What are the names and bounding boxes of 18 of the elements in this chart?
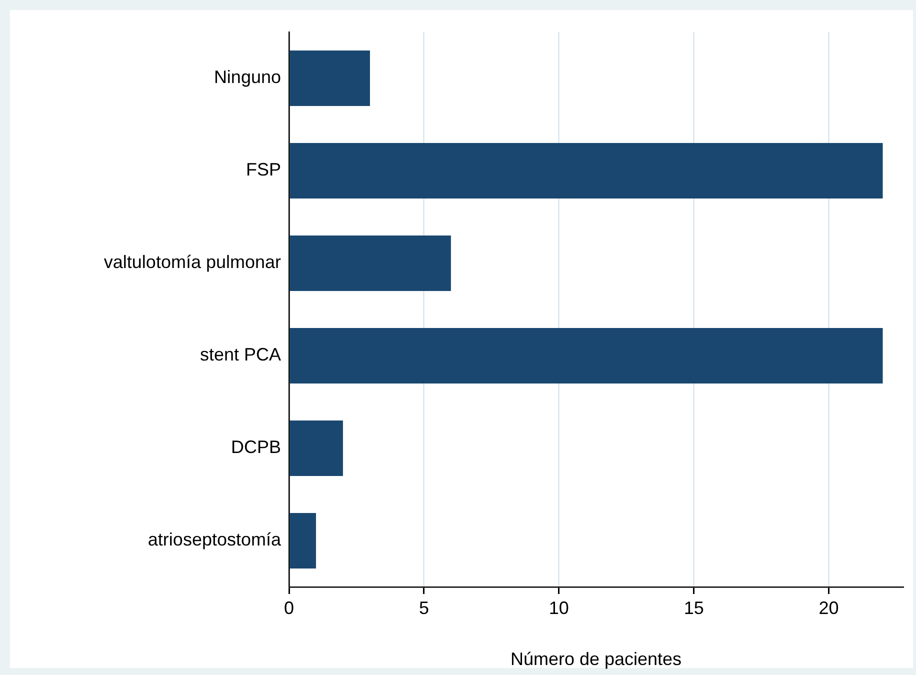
y-tick-label: valtulotomía pulmonar bbox=[104, 252, 282, 272]
bar bbox=[290, 513, 316, 568]
x-axis-title: Número de pacientes bbox=[510, 649, 682, 670]
x-tick-label: 15 bbox=[684, 598, 704, 618]
y-tick-label: atrioseptostomía bbox=[148, 530, 282, 550]
bar bbox=[290, 328, 883, 384]
x-tick-label: 20 bbox=[818, 598, 839, 618]
x-tick-label: 10 bbox=[548, 598, 569, 618]
bar bbox=[290, 50, 370, 106]
y-tick-label: DCPB bbox=[230, 437, 281, 458]
x-tick-label: 0 bbox=[284, 598, 294, 618]
y-tick-label: stent PCA bbox=[200, 344, 281, 365]
bar bbox=[290, 420, 343, 476]
bar bbox=[290, 143, 883, 198]
bar bbox=[290, 236, 451, 291]
x-tick-label: 5 bbox=[418, 598, 429, 618]
y-tick-label: FSP bbox=[246, 160, 281, 180]
y-tick-label: Ninguno bbox=[214, 67, 281, 88]
